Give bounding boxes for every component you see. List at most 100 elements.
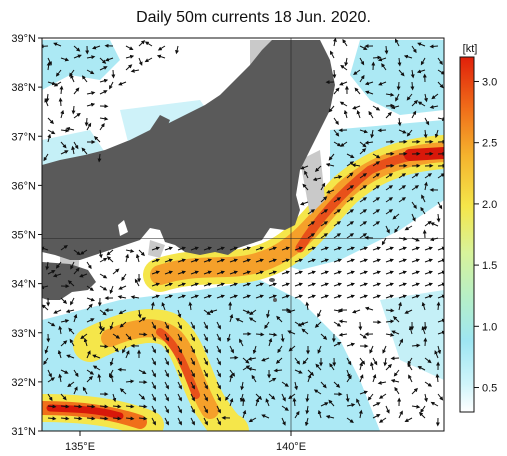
current-arrow [203,246,213,251]
current-arrow [216,294,226,299]
graticule [42,38,444,431]
current-arrow [268,393,276,400]
current-arrow [411,404,421,409]
current-arrow [58,325,63,335]
current-arrow [333,246,343,251]
current-arrow [138,332,148,337]
colorbar: [kt] 0.5 1.0 1.5 2.0 2.5 3.0 [459,43,497,413]
current-arrow [86,350,91,359]
current-arrow [138,249,145,257]
current-arrow [437,57,443,66]
current-arrow [420,405,426,414]
current-arrow [73,249,81,256]
current-arrow [404,225,413,231]
current-arrow [394,225,400,234]
current-arrow [359,185,368,191]
current-arrow [60,319,70,323]
current-arrow [385,258,395,263]
current-arrow [315,363,322,371]
current-arrow [264,321,270,330]
current-arrow [346,233,355,239]
current-arrow [358,409,363,419]
current-arrow [390,356,400,361]
current-arrow [93,136,101,143]
current-arrow [396,81,401,91]
current-arrow [372,402,381,407]
current-arrow [299,201,309,206]
current-arrow [47,416,57,421]
current-arrow [333,233,342,239]
current-arrow [79,249,88,255]
current-arrow [112,404,122,409]
current-arrow [47,377,56,383]
colorbar-tick-label: 2.5 [482,138,497,150]
current-arrow [352,105,361,110]
current-arrow [370,361,374,371]
current-arrow [73,404,83,409]
current-arrow [359,45,368,50]
current-arrow [151,357,156,366]
current-arrow [255,332,265,337]
current-arrow [134,278,140,287]
current-arrow [359,258,369,263]
current-arrow [86,122,92,131]
current-arrow [190,417,195,426]
current-arrow [240,381,245,391]
current-arrow [216,246,226,251]
current-arrow [109,373,114,383]
current-arrow [437,345,442,355]
current-arrow [385,246,395,251]
current-arrow [44,98,49,107]
current-arrow [99,273,108,279]
latitude-label: 33°N [11,328,36,340]
current-arrow [302,183,309,191]
current-arrow [229,397,234,407]
current-arrow [276,315,283,323]
current-arrow [383,357,388,367]
current-arrow [216,321,221,330]
current-arrow [294,410,300,419]
current-arrow [421,194,426,203]
current-arrow [398,338,404,347]
current-arrow [73,141,79,150]
current-arrow [151,393,156,402]
current-arrow [328,153,335,161]
current-arrow [333,197,342,203]
current-arrow [359,173,368,179]
current-arrow [249,309,257,316]
current-arrow [98,249,103,259]
current-arrow [138,40,146,47]
current-arrow [377,128,387,133]
current-arrow [411,201,417,210]
current-arrow [82,386,88,395]
current-arrow [138,416,148,421]
current-arrow [398,294,408,299]
current-arrow [73,369,79,378]
current-arrow [393,369,400,377]
current-arrow [125,45,134,51]
current-arrow [294,369,303,374]
current-arrow [418,412,426,419]
current-arrow [281,258,291,263]
current-arrow [407,362,413,371]
current-arrow [281,405,289,411]
current-arrow [411,270,421,275]
current-arrow [177,417,182,426]
current-arrow [86,416,96,421]
current-arrow [97,153,102,163]
current-arrow [177,357,182,366]
current-arrow [119,321,127,328]
current-arrow [164,369,169,378]
current-arrow [368,110,374,119]
current-arrow [151,246,161,251]
current-arrow [424,220,432,227]
current-arrow [138,57,143,66]
current-arrow [424,294,434,299]
current-arrow [106,249,114,256]
current-arrow [364,140,374,145]
current-arrow [190,357,195,366]
current-arrow [112,393,117,403]
current-arrow [150,301,155,311]
current-arrow [356,398,361,407]
current-arrow [338,319,348,324]
